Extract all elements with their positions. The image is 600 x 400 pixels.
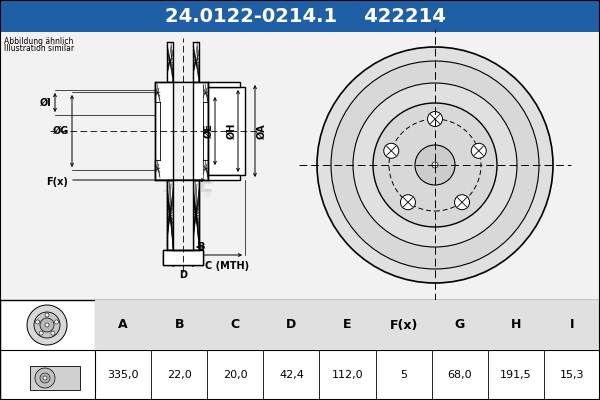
- Circle shape: [40, 318, 54, 332]
- Circle shape: [331, 61, 539, 269]
- Circle shape: [35, 320, 40, 324]
- Bar: [173, 180, 193, 250]
- Bar: [488, 300, 544, 350]
- Text: 191,5: 191,5: [500, 370, 532, 380]
- Text: D: D: [286, 318, 296, 332]
- Circle shape: [471, 143, 486, 158]
- Circle shape: [415, 145, 455, 185]
- Circle shape: [45, 313, 49, 317]
- Bar: [208, 82, 240, 87]
- Text: ØA: ØA: [257, 123, 267, 139]
- Circle shape: [427, 112, 443, 126]
- Text: 20,0: 20,0: [223, 370, 248, 380]
- Text: ATE: ATE: [164, 173, 215, 197]
- Bar: [0, 300, 600, 400]
- Text: 24.0122-0214.1    422214: 24.0122-0214.1 422214: [164, 6, 445, 26]
- Bar: [163, 250, 203, 265]
- Circle shape: [432, 162, 438, 168]
- Circle shape: [317, 47, 553, 283]
- Circle shape: [45, 323, 49, 327]
- Bar: [173, 82, 193, 180]
- Circle shape: [34, 312, 60, 338]
- Bar: [155, 160, 160, 178]
- Text: I: I: [569, 318, 574, 332]
- Text: G: G: [455, 318, 465, 332]
- Text: ®: ®: [202, 189, 212, 199]
- Bar: [203, 84, 208, 102]
- Text: Ø6,6: Ø6,6: [455, 94, 475, 104]
- Text: H: H: [511, 318, 521, 332]
- Text: ØG: ØG: [53, 126, 69, 136]
- Text: 42,4: 42,4: [279, 370, 304, 380]
- Bar: [208, 175, 240, 180]
- Text: ØH: ØH: [227, 123, 237, 139]
- Text: ØI: ØI: [40, 98, 52, 108]
- Circle shape: [400, 195, 415, 210]
- Text: B: B: [197, 242, 204, 252]
- Text: Illustration similar: Illustration similar: [4, 44, 74, 53]
- Bar: [151, 300, 207, 350]
- Bar: [208, 87, 245, 175]
- Bar: [0, 0, 600, 32]
- Text: ØE: ØE: [204, 124, 214, 138]
- Bar: [376, 300, 431, 350]
- Text: C (MTH): C (MTH): [205, 261, 249, 271]
- Bar: [95, 300, 151, 350]
- Circle shape: [27, 305, 67, 345]
- Text: 335,0: 335,0: [107, 370, 139, 380]
- Bar: [319, 300, 376, 350]
- Bar: [203, 160, 208, 178]
- Bar: [155, 84, 160, 102]
- Circle shape: [40, 373, 50, 383]
- Text: D: D: [179, 270, 187, 280]
- Text: 5: 5: [400, 370, 407, 380]
- Text: 112,0: 112,0: [332, 370, 364, 380]
- Text: F(x): F(x): [46, 177, 68, 187]
- Bar: [167, 180, 173, 250]
- Circle shape: [373, 103, 497, 227]
- Bar: [193, 42, 199, 82]
- Circle shape: [35, 368, 55, 388]
- Bar: [155, 82, 208, 180]
- Text: 22,0: 22,0: [167, 370, 191, 380]
- Text: 68,0: 68,0: [448, 370, 472, 380]
- Text: ATE: ATE: [434, 210, 496, 240]
- Bar: [193, 180, 199, 250]
- Text: B: B: [175, 318, 184, 332]
- Circle shape: [353, 83, 517, 247]
- Text: ®: ®: [479, 228, 491, 242]
- Bar: [167, 42, 173, 82]
- Circle shape: [51, 331, 55, 335]
- Text: A: A: [118, 318, 128, 332]
- Text: 15,3: 15,3: [560, 370, 584, 380]
- Bar: [263, 300, 319, 350]
- Circle shape: [455, 195, 470, 210]
- Bar: [544, 300, 600, 350]
- Text: E: E: [343, 318, 352, 332]
- Circle shape: [384, 143, 399, 158]
- Circle shape: [55, 320, 59, 324]
- Circle shape: [39, 331, 43, 335]
- Text: Abbildung ähnlich: Abbildung ähnlich: [4, 37, 73, 46]
- Text: Ø6,6: Ø6,6: [354, 158, 374, 166]
- Bar: [431, 300, 488, 350]
- Bar: [207, 300, 263, 350]
- Bar: [163, 250, 203, 265]
- Text: F(x): F(x): [389, 318, 418, 332]
- Text: C: C: [231, 318, 240, 332]
- Circle shape: [43, 376, 47, 380]
- Bar: [30, 366, 80, 390]
